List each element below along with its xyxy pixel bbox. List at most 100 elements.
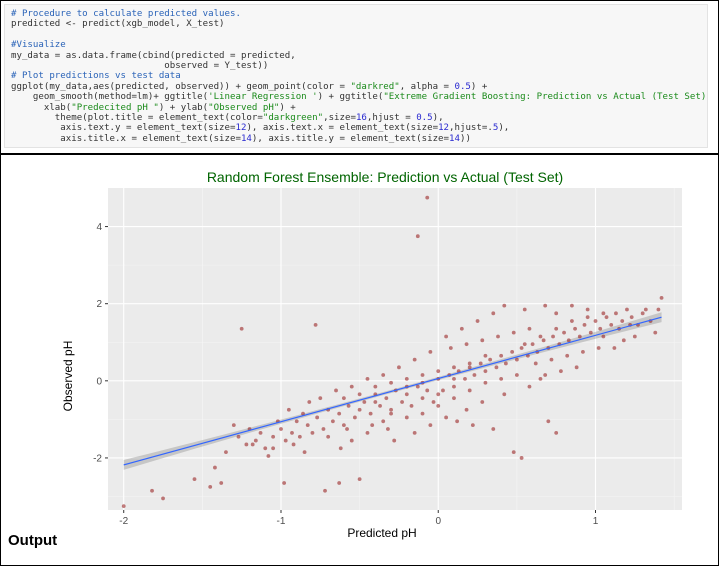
chart-title: Random Forest Ensemble: Prediction vs Ac…	[207, 169, 563, 185]
data-point	[323, 488, 327, 493]
code-line: predicted <- predict(xgb_model, X_test)	[11, 19, 701, 29]
data-point	[365, 376, 370, 381]
data-point	[334, 388, 338, 393]
data-point	[224, 450, 228, 455]
code-token: ),	[432, 113, 444, 124]
data-point	[345, 427, 349, 431]
data-point	[282, 481, 287, 485]
data-point	[448, 346, 453, 350]
data-point	[452, 365, 456, 370]
x-axis-title: Predicted pH	[347, 526, 416, 540]
data-point	[370, 423, 375, 428]
data-point	[546, 419, 551, 424]
code-token: ),	[498, 123, 510, 134]
data-point	[514, 373, 519, 377]
code-line: #Visualize	[11, 40, 701, 50]
code-token: 14	[240, 133, 252, 144]
code-token: my_data = as.data.frame(cbind(predicted …	[11, 50, 296, 61]
data-point	[368, 411, 373, 416]
data-point	[480, 400, 485, 404]
data-point	[318, 396, 323, 401]
data-point	[341, 396, 346, 401]
code-line: geom_smooth(method=lm)+ ggtitle('Linear …	[11, 92, 707, 103]
data-point	[554, 326, 559, 331]
output-divider	[0, 153, 719, 155]
data-point	[357, 392, 362, 397]
data-point	[565, 353, 570, 358]
data-point	[409, 403, 414, 408]
data-point	[373, 400, 378, 404]
data-point	[321, 427, 326, 431]
data-point	[236, 434, 241, 439]
data-point	[643, 307, 648, 312]
data-point	[121, 504, 126, 509]
data-point	[511, 330, 516, 335]
code-line: my_data = as.data.frame(cbind(predicted …	[11, 51, 701, 61]
data-point	[301, 411, 305, 416]
data-point	[491, 427, 496, 431]
code-line: observed = Y_test))	[11, 61, 701, 71]
data-point	[541, 338, 546, 343]
x-tick-label: 0	[435, 516, 441, 527]
data-point	[404, 376, 409, 381]
data-point	[519, 456, 524, 460]
data-point	[219, 481, 224, 485]
data-point	[467, 361, 472, 366]
code-token: "darkgreen"	[262, 113, 324, 124]
data-point	[585, 315, 590, 320]
plot-panel	[108, 188, 682, 510]
data-point	[598, 326, 603, 331]
code-line	[11, 30, 701, 40]
x-tick-label: -2	[119, 516, 128, 527]
data-point	[400, 400, 404, 404]
data-point	[258, 430, 263, 435]
data-point	[365, 430, 370, 435]
data-point	[566, 338, 571, 343]
data-point	[192, 477, 197, 482]
data-point	[502, 303, 507, 308]
data-point	[522, 342, 527, 347]
x-tick-label: -1	[277, 516, 286, 527]
code-token: # Procedure to calculate predicted value…	[11, 9, 241, 19]
data-point	[499, 376, 504, 381]
code-token: ) +	[279, 102, 296, 113]
data-point	[559, 369, 563, 374]
data-point	[290, 430, 294, 435]
data-point	[538, 334, 543, 339]
data-point	[464, 407, 469, 412]
data-point	[538, 376, 543, 381]
code-token: #Visualize	[11, 40, 66, 51]
output-label: Output	[8, 532, 58, 549]
data-point	[386, 427, 390, 431]
data-point	[455, 419, 460, 424]
data-point	[554, 311, 559, 316]
data-point	[620, 319, 625, 323]
data-point	[573, 326, 577, 331]
code-token: geom_smooth(method=lm)+ ggtitle(	[11, 92, 209, 103]
data-point	[381, 373, 386, 377]
data-point	[496, 334, 500, 339]
data-point	[279, 427, 283, 431]
data-point	[294, 419, 299, 424]
regression-line-path	[123, 316, 662, 466]
data-point	[420, 396, 425, 401]
data-point	[582, 322, 587, 327]
data-point	[326, 434, 331, 439]
data-point	[357, 407, 362, 412]
data-point	[384, 396, 389, 401]
grid-major	[108, 188, 682, 510]
code-cell[interactable]: # Procedure to calculate predicted value…	[4, 4, 708, 148]
data-point	[357, 477, 362, 482]
code-token: ggplot(my_data,aes(predicted, observed))…	[11, 81, 351, 92]
data-point	[392, 438, 397, 443]
data-point	[213, 465, 217, 470]
data-point	[431, 400, 436, 404]
points-layer	[121, 195, 664, 509]
data-point	[397, 365, 401, 370]
data-point	[263, 446, 268, 451]
data-point	[511, 450, 516, 455]
x-axis-ticks: -2 -1 0 1	[119, 510, 599, 527]
data-point	[527, 326, 532, 331]
data-point	[570, 303, 574, 308]
code-token: theme(plot.title = element_text(color=	[11, 113, 263, 124]
